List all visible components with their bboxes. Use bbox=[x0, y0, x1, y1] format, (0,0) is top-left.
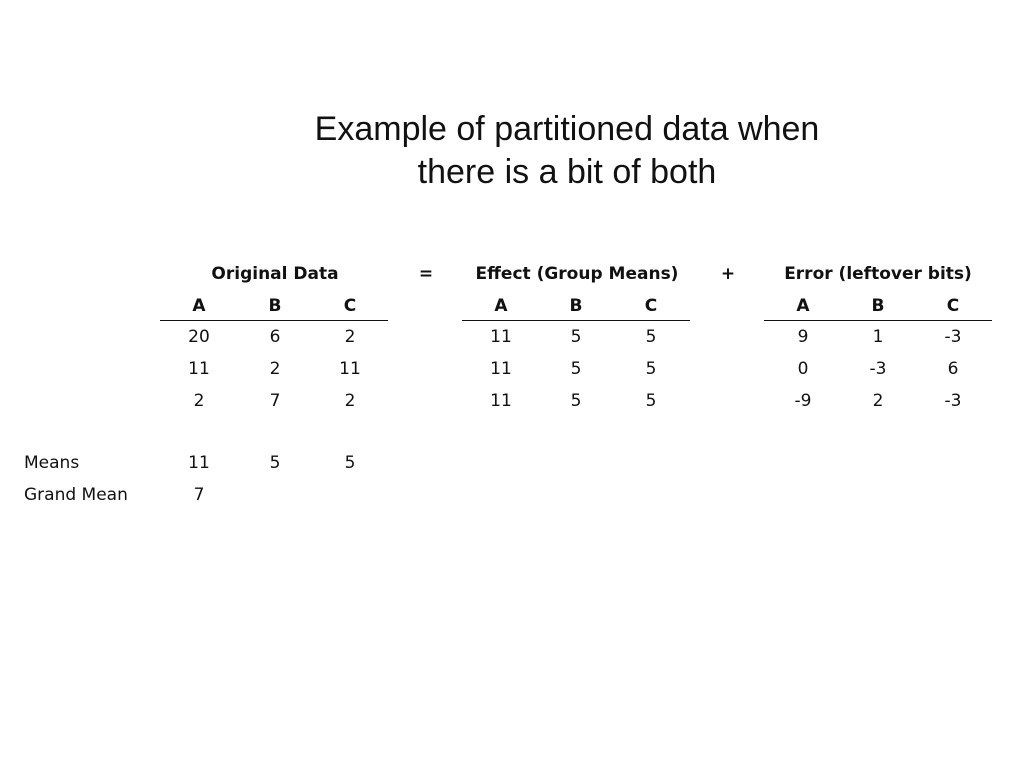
grand-mean-value: 7 bbox=[193, 485, 205, 505]
error-header: Error (leftover bits) bbox=[784, 264, 972, 284]
table-cell: 2 bbox=[344, 391, 356, 411]
table-cell: 6 bbox=[947, 359, 959, 379]
table-cell: 5 bbox=[570, 327, 582, 347]
table-cell: -3 bbox=[869, 359, 887, 379]
table-cell: 2 bbox=[872, 391, 884, 411]
table-cell: 11 bbox=[490, 327, 512, 347]
grand-mean-label: Grand Mean bbox=[24, 485, 128, 505]
table-cell: 6 bbox=[269, 327, 281, 347]
mean-value-c: 5 bbox=[344, 453, 356, 473]
original-col-b-header: B bbox=[268, 296, 282, 316]
table-cell: 0 bbox=[797, 359, 809, 379]
effect-col-a-header: A bbox=[494, 296, 508, 316]
table-cell: 2 bbox=[344, 327, 356, 347]
original-header-rule bbox=[160, 320, 388, 321]
error-col-a-header: A bbox=[796, 296, 810, 316]
table-cell: 5 bbox=[645, 359, 657, 379]
table-cell: 5 bbox=[570, 359, 582, 379]
table-cell: 2 bbox=[269, 359, 281, 379]
error-col-c-header: C bbox=[946, 296, 960, 316]
original-col-c-header: C bbox=[343, 296, 357, 316]
table-cell: 11 bbox=[339, 359, 361, 379]
table-cell: 9 bbox=[797, 327, 809, 347]
table-cell: 11 bbox=[188, 359, 210, 379]
means-label: Means bbox=[24, 453, 80, 473]
error-col-b-header: B bbox=[871, 296, 885, 316]
plus-sign: + bbox=[720, 264, 736, 284]
table-cell: 5 bbox=[570, 391, 582, 411]
slide-title-line-2: there is a bit of both bbox=[417, 153, 717, 191]
table-cell: -3 bbox=[944, 391, 962, 411]
table-cell: 2 bbox=[193, 391, 205, 411]
table-cell: 7 bbox=[269, 391, 281, 411]
table-cell: -9 bbox=[794, 391, 812, 411]
effect-col-c-header: C bbox=[644, 296, 658, 316]
effect-header: Effect (Group Means) bbox=[475, 264, 679, 284]
original-col-a-header: A bbox=[192, 296, 206, 316]
equals-sign: = bbox=[418, 264, 434, 284]
effect-col-b-header: B bbox=[569, 296, 583, 316]
table-cell: 20 bbox=[188, 327, 210, 347]
original-data-header: Original Data bbox=[211, 264, 339, 284]
error-header-rule bbox=[764, 320, 992, 321]
table-cell: 5 bbox=[645, 327, 657, 347]
table-cell: 11 bbox=[490, 391, 512, 411]
slide-title-line-1: Example of partitioned data when bbox=[314, 110, 820, 148]
slide-title: Example of partitioned data when there i… bbox=[240, 108, 894, 194]
mean-value-a: 11 bbox=[188, 453, 210, 473]
table-cell: -3 bbox=[944, 327, 962, 347]
table-cell: 5 bbox=[645, 391, 657, 411]
mean-value-b: 5 bbox=[269, 453, 281, 473]
table-cell: 11 bbox=[490, 359, 512, 379]
table-cell: 1 bbox=[872, 327, 884, 347]
effect-header-rule bbox=[462, 320, 690, 321]
